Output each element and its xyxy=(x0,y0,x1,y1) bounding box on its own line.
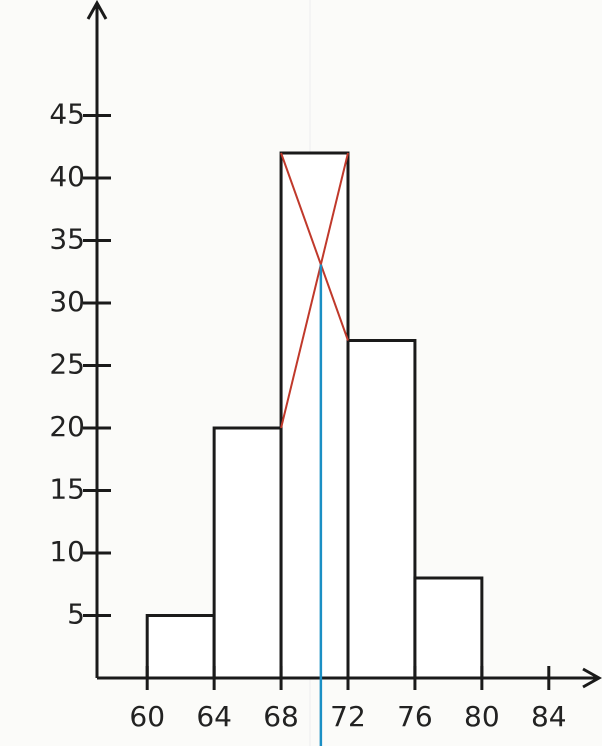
x-tick-label: 72 xyxy=(330,700,366,733)
y-tick-label: 10 xyxy=(49,535,85,568)
y-tick-label: 15 xyxy=(49,473,85,506)
x-tick-label: 68 xyxy=(263,700,299,733)
y-tick-label: 30 xyxy=(49,285,85,318)
x-tick-label: 76 xyxy=(397,700,433,733)
bar xyxy=(214,428,281,678)
chart: 5 10 15 20 25 30 35 40 45 60 64 68 72 76 80 84 xyxy=(0,0,602,746)
bar xyxy=(415,578,482,678)
x-tick-label: 60 xyxy=(129,700,165,733)
y-tick-label: 5 xyxy=(67,598,85,631)
bar xyxy=(147,616,214,679)
y-tick-label: 35 xyxy=(49,223,85,256)
x-tick-label: 64 xyxy=(196,700,232,733)
bar xyxy=(348,341,415,679)
bar xyxy=(281,153,348,678)
y-tick-label: 20 xyxy=(49,410,85,443)
x-tick-label: 84 xyxy=(531,700,567,733)
y-tick-label: 45 xyxy=(49,98,85,131)
x-tick-label: 80 xyxy=(464,700,500,733)
y-tick-label: 40 xyxy=(49,160,85,193)
y-tick-label: 25 xyxy=(49,348,85,381)
